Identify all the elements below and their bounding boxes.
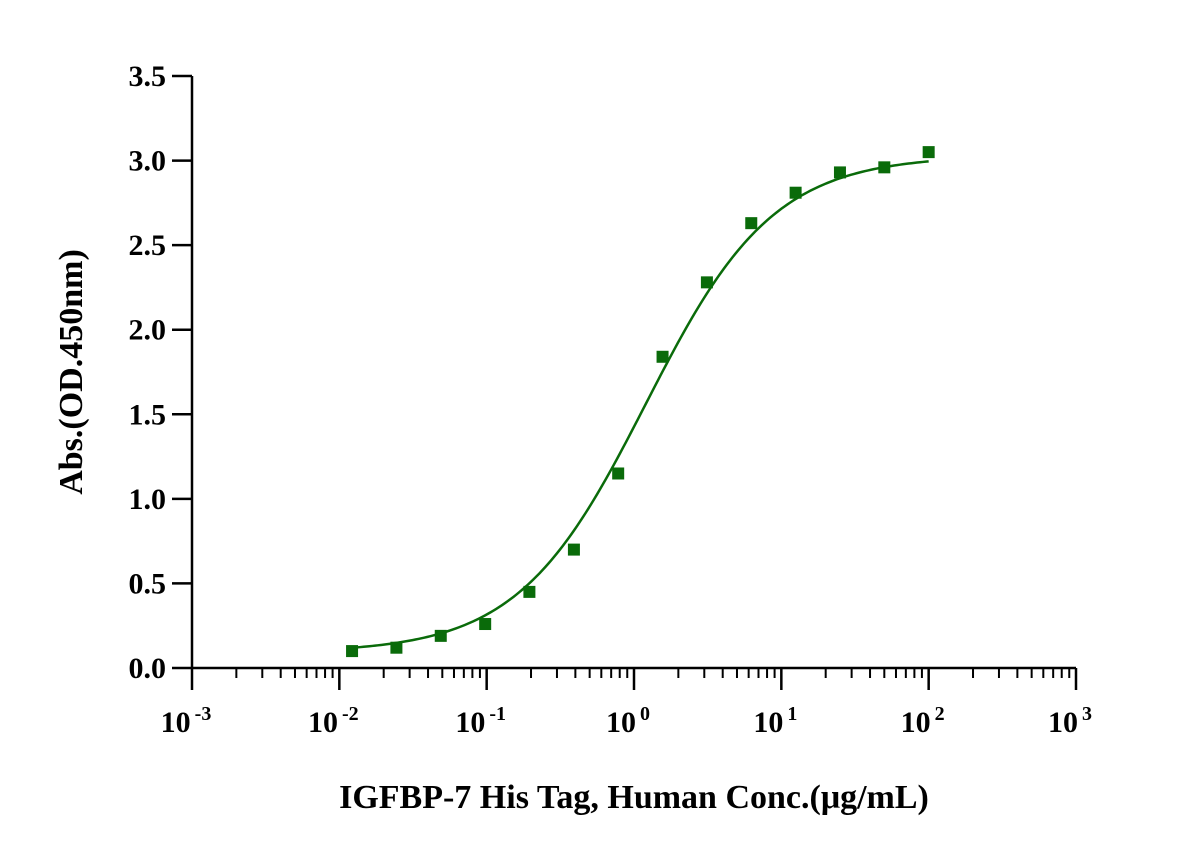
data-point: [434, 629, 447, 642]
y-tick-label: 0.5: [129, 567, 167, 600]
y-tick-label: 1.0: [129, 483, 167, 516]
fit-curve: [351, 160, 929, 650]
data-point: [479, 618, 492, 631]
data-points-layer: [346, 146, 935, 658]
y-tick-label: 0.0: [129, 652, 167, 685]
fit-curve-layer: [351, 160, 929, 650]
x-tick-label: 10 0: [606, 703, 650, 739]
x-tick-label: 10 2: [901, 703, 945, 739]
data-point: [789, 186, 802, 199]
y-axis-title: Abs.(OD.450nm): [53, 249, 90, 495]
y-axis: 0.0 0.5 1.0 1.5 2.0 2.5 3.0 3.5: [129, 60, 194, 685]
x-axis: 10 -3 10 -2 10 -1 10 0 10 1 10 2 10 3: [161, 666, 1092, 739]
data-point: [523, 585, 536, 598]
data-point: [745, 217, 758, 230]
y-tick-label: 2.5: [129, 229, 167, 262]
x-axis-title: IGFBP-7 His Tag, Human Conc.(μg/mL): [339, 779, 929, 816]
y-tick-label: 1.5: [129, 398, 167, 431]
y-tick-label: 3.0: [129, 145, 167, 178]
y-tick-label: 2.0: [129, 314, 167, 347]
data-point: [656, 350, 669, 363]
data-point: [390, 641, 403, 654]
x-tick-label: 10 -3: [161, 703, 212, 739]
data-point: [700, 276, 713, 289]
data-point: [833, 166, 846, 179]
data-point: [922, 146, 935, 159]
x-tick-label: 10 3: [1048, 703, 1092, 739]
data-point: [346, 645, 359, 658]
x-tick-label: 10 -2: [308, 703, 359, 739]
y-tick-label: 3.5: [129, 60, 167, 93]
x-tick-label: 10 1: [753, 703, 797, 739]
data-point: [567, 543, 580, 556]
x-tick-label: 10 -1: [455, 703, 506, 739]
data-point: [878, 161, 891, 174]
data-point: [612, 467, 625, 480]
